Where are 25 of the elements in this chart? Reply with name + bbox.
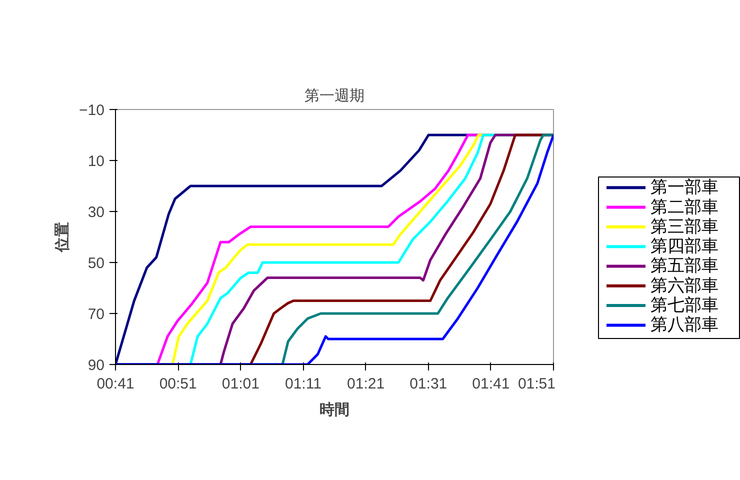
x-tick-label: 01:31 — [410, 376, 448, 392]
legend-label: 第二部車 — [650, 197, 718, 218]
legend-label: 第八部車 — [650, 315, 718, 336]
legend-label: 第七部車 — [650, 296, 718, 316]
legend-label: 第三部車 — [650, 216, 718, 237]
x-axis-title: 時間 — [320, 400, 350, 418]
y-tick-label: 90 — [88, 357, 105, 374]
y-tick-label: −10 — [79, 102, 105, 119]
x-tick-label: 00:51 — [159, 376, 197, 392]
y-tick-label: 70 — [88, 306, 105, 323]
legend-label: 第一部車 — [650, 178, 718, 198]
y-tick-label: 10 — [88, 153, 105, 170]
legend-label: 第五部車 — [650, 256, 718, 276]
y-tick-label: 30 — [88, 204, 105, 221]
x-tick-label: 01:01 — [222, 376, 260, 392]
chart-title: 第一週期 — [304, 86, 364, 104]
x-tick-label: 01:21 — [347, 376, 385, 392]
legend-label: 第六部車 — [650, 276, 718, 296]
y-axis-title: 位置 — [53, 222, 72, 253]
x-tick-label: 01:41 — [472, 376, 510, 392]
y-tick-label: 50 — [88, 255, 105, 272]
x-tick-label: 00:41 — [96, 376, 134, 392]
x-tick-label: 01:51 — [518, 376, 556, 392]
x-tick-label: 01:11 — [284, 376, 322, 392]
legend-label: 第四部車 — [650, 236, 718, 257]
